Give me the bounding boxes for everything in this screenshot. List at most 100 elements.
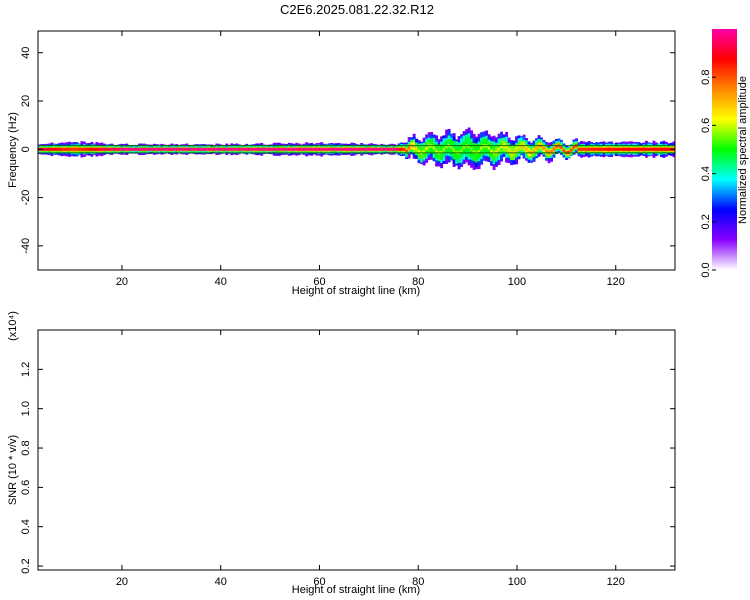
spectrogram-ridge [82, 147, 86, 151]
spectrogram-ridge [320, 147, 324, 151]
spectrogram-ridge [42, 147, 46, 151]
snr-x-tick-label: 100 [508, 576, 526, 588]
spectrogram-ridge [307, 147, 311, 151]
spectrogram-ridge [587, 147, 591, 151]
spectrogram-ridge [647, 147, 651, 151]
spectrogram-ridge [487, 146, 491, 150]
spectrogram-x-tick-label: 100 [508, 276, 526, 288]
spectrogram-ridge [152, 147, 156, 151]
spectrogram-ridge [245, 147, 249, 151]
spectrogram-ridge [77, 147, 81, 151]
spectrogram-panel: 20 40 60 80 100 120 40 20 0 -20 -40 Height of str… [7, 30, 676, 297]
spectrogram-ridge [340, 147, 344, 151]
spectrogram-ridge [515, 148, 519, 152]
spectrogram-ridge [327, 147, 331, 151]
spectrogram-ridge [452, 148, 456, 152]
spectrogram-ridge [522, 145, 526, 149]
spectrogram-ridge [160, 147, 164, 151]
spectrogram-ridge [585, 147, 588, 151]
spectrogram-ridge [255, 147, 259, 151]
spectrogram-ridge [345, 147, 349, 151]
spectrogram-ridge [240, 147, 244, 151]
spectrogram-ridge [462, 146, 466, 150]
spectrogram-ridge [92, 147, 96, 151]
spectrogram-ridge [140, 147, 144, 151]
spectrogram-y-axis-label: Frequency (Hz) [7, 112, 19, 188]
spectrogram-ridge [355, 147, 359, 151]
spectrogram-ridge [330, 147, 334, 151]
spectrogram-ridge [562, 149, 566, 153]
spectrogram-ridge [185, 147, 189, 151]
spectrogram-ridge [47, 147, 51, 151]
spectrogram-ridge [335, 147, 339, 151]
spectrogram-ridge [610, 147, 613, 151]
spectrogram-ridge [650, 147, 653, 151]
spectrogram-ridge [592, 147, 596, 151]
spectrogram-ridge [282, 147, 286, 151]
spectrogram-ridge [145, 147, 149, 151]
spectrogram-ridge [117, 147, 121, 151]
spectrogram-ridge [497, 147, 501, 151]
spectrogram-ridge [615, 147, 618, 151]
spectrogram-ridge [132, 147, 136, 151]
spectrogram-ridge [550, 150, 553, 154]
spectrogram-ridge [390, 147, 394, 151]
spectrogram-ridge [252, 147, 256, 151]
spectrogram-y-ticks: 40 20 0 -20 -40 [20, 47, 675, 254]
colorbar-tick-label: 0.2 [700, 214, 712, 229]
spectrogram-ridge [182, 147, 186, 151]
spectrogram-ridge [527, 150, 531, 154]
spectrogram-x-ticks: 20 40 60 80 100 120 [116, 31, 625, 288]
spectrogram-ridge [75, 147, 79, 151]
spectrogram-ridge [477, 149, 481, 153]
spectrogram-ridge [632, 147, 636, 151]
spectrogram-ridge [525, 147, 529, 151]
spectrogram-ridge [270, 147, 274, 151]
spectrogram-ridge [130, 147, 134, 151]
spectrogram-y-tick-label: 0 [20, 146, 32, 152]
spectrogram-ridge [342, 147, 346, 151]
spectrogram-ridge [325, 147, 329, 151]
snr-x-tick-label: 40 [215, 576, 227, 588]
spectrogram-ridge [165, 147, 169, 151]
spectrogram-ridge [100, 147, 104, 151]
spectrogram-x-axis-label: Height of straight line (km) [292, 285, 420, 297]
spectrogram-ridge [72, 147, 76, 151]
spectrogram-ridge [85, 147, 89, 151]
spectrogram-ridge [247, 147, 251, 151]
snr-y-axis-label: SNR (10 * v/v) [7, 435, 19, 505]
spectrogram-ridge [197, 147, 201, 151]
spectrogram-ridge [427, 144, 431, 148]
snr-frame [37, 329, 676, 571]
snr-x-tick-label: 20 [116, 576, 128, 588]
spectrogram-ridge [125, 147, 129, 151]
spectrogram-ridge [202, 147, 206, 151]
snr-x-tick-label: 60 [313, 576, 325, 588]
spectrogram-ridge [400, 147, 404, 151]
spectrogram-ridge [597, 147, 601, 151]
spectrogram-ridge [222, 147, 226, 151]
spectrogram-ridge [500, 145, 504, 149]
spectrogram-ridge [535, 146, 539, 150]
spectrogram-ridge [362, 147, 366, 151]
spectrogram-ridge [280, 147, 284, 151]
spectrogram-ridge [290, 147, 294, 151]
spectrogram-ridge [110, 147, 114, 151]
spectrogram-ridge [630, 147, 633, 151]
spectrogram-ridge [612, 147, 616, 151]
spectrogram-ridge [217, 147, 221, 151]
spectrogram-ridge [227, 147, 231, 151]
spectrogram-ridge [210, 147, 214, 151]
spectrogram-ridge [442, 148, 446, 152]
spectrogram-ridge [225, 147, 229, 151]
spectrogram-ridge [137, 147, 141, 151]
spectrogram-ridge [580, 147, 583, 151]
spectrogram-ridge [292, 147, 296, 151]
spectrogram-ridge [87, 147, 91, 151]
snr-y-ticks: 1.2 1.0 0.8 0.6 0.4 0.2 [20, 362, 675, 574]
spectrogram-ridge [660, 147, 663, 151]
spectrogram-ridge [122, 147, 126, 151]
spectrogram-ridge [55, 147, 59, 151]
spectrogram-ridge [640, 147, 643, 151]
